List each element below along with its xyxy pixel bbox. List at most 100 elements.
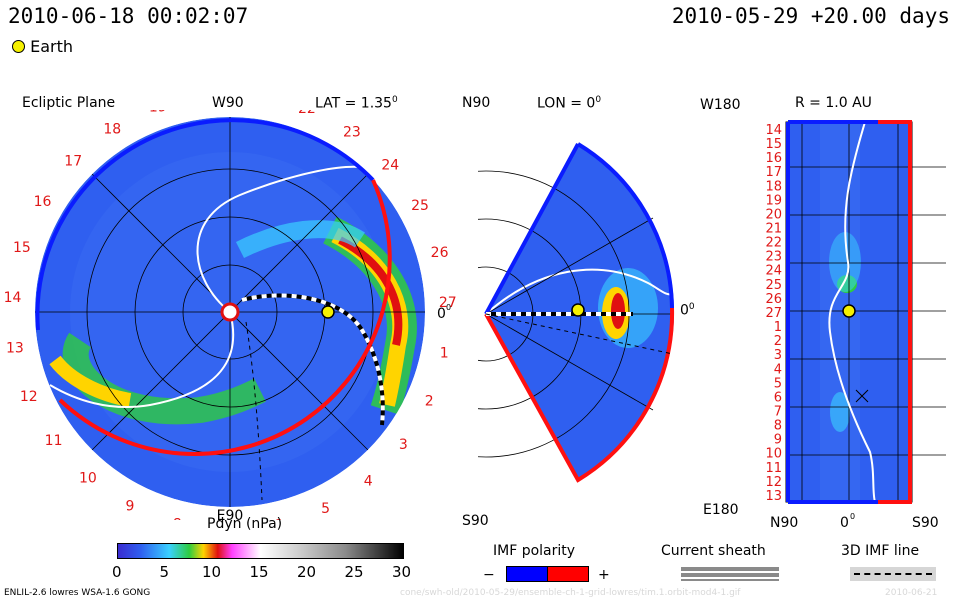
radial-y-label: 10: [765, 447, 782, 462]
ecliptic-rotation-label: 18: [103, 122, 121, 138]
ecliptic-rotation-label: 3: [399, 437, 408, 453]
imf-line-swatch: [850, 567, 936, 581]
ecliptic-plane-plot: E90 0 0 20212223242526271234567891011121…: [4, 110, 457, 520]
radial-x-label-n90: N90: [770, 515, 798, 531]
ecliptic-rotation-label: 10: [79, 470, 97, 486]
radial-y-label: 5: [774, 376, 782, 391]
current-sheath-title: Current sheath: [661, 543, 766, 559]
radial-y-label: 21: [765, 222, 782, 237]
ecliptic-lat-label: LAT = 1.350: [315, 95, 398, 112]
radial-y-label: 3: [774, 348, 782, 363]
radial-earth-marker: [842, 304, 856, 318]
earth-legend-label: Earth: [30, 37, 73, 56]
radial-y-label: 26: [765, 292, 782, 307]
ecliptic-rotation-label: 17: [64, 154, 82, 170]
radial-y-label: 17: [765, 165, 782, 180]
radial-y-label: 1: [774, 320, 782, 335]
radial-y-label: 16: [765, 151, 782, 166]
ecliptic-right-sup: 0: [446, 303, 451, 312]
radial-x-label-s90: S90: [912, 515, 939, 531]
ecliptic-rotation-label: 4: [364, 474, 373, 490]
meridional-plot: [478, 142, 675, 483]
ecliptic-rotation-labels: 2021222324252627123456789101112131415161…: [4, 110, 457, 520]
ecliptic-top-label: W90: [212, 95, 244, 111]
radial-y-label: 11: [765, 461, 782, 476]
earth-legend: Earth: [12, 37, 73, 56]
radial-x-label-0: 0: [840, 515, 849, 531]
ecliptic-rotation-label: 24: [381, 157, 399, 173]
radial-y-label: 2: [774, 334, 782, 349]
ecliptic-rotation-label: 19: [149, 110, 167, 115]
radial-y-label: 7: [774, 405, 782, 420]
meridional-top-label: N90: [462, 95, 491, 111]
ecliptic-rotation-label: 8: [173, 517, 182, 521]
radial-y-label: 14: [765, 123, 782, 138]
radial-y-label: 19: [765, 193, 782, 208]
radial-y-label: 9: [774, 433, 782, 448]
ecliptic-current-sheath: [49, 165, 376, 409]
ecliptic-rotation-label: 22: [298, 110, 316, 117]
imf-polarity-positive-swatch: [547, 566, 589, 582]
ecliptic-rotation-label: 1: [440, 345, 449, 361]
meridional-bottom-label: S90: [462, 513, 489, 529]
colorbar-tick-label: 0: [112, 563, 122, 581]
ecliptic-rotation-label: 26: [431, 245, 449, 261]
model-footer: ENLIL-2.6 lowres WSA-1.6 GONG: [4, 588, 151, 598]
ecliptic-rotation-label: 9: [125, 499, 134, 515]
colorbar-tick-label: 5: [159, 563, 170, 581]
radial-y-label: 18: [765, 179, 782, 194]
radial-y-label: 12: [765, 475, 782, 490]
colorbar-tick-label: 20: [297, 563, 317, 581]
earth-marker-icon: [12, 40, 25, 53]
ecliptic-rotation-label: 14: [4, 290, 22, 306]
ecliptic-rotation-label: 15: [13, 240, 31, 256]
radial-y-label: 13: [765, 489, 782, 504]
pdyn-colorbar: [117, 543, 404, 559]
radial-y-label: 20: [765, 207, 782, 222]
radial-y-labels: 1415161718192021222324252627123456789101…: [765, 123, 782, 504]
radial-y-label: 6: [774, 390, 782, 405]
colorbar-tick-label: 10: [202, 563, 222, 581]
colorbar-tick-label: 30: [392, 563, 412, 581]
radial-y-label: 15: [765, 137, 782, 152]
ecliptic-rotation-label: 11: [45, 433, 63, 449]
ecliptic-rotation-label: 16: [34, 194, 52, 210]
meridional-earth-marker: [571, 303, 585, 317]
ecliptic-bottom-label: E90: [217, 508, 244, 520]
imf-polarity-plus: +: [598, 567, 610, 583]
colorbar-tick-label: 15: [249, 563, 269, 581]
radial-top-left-label: W180: [700, 97, 741, 113]
radial-y-label: 22: [765, 236, 782, 251]
ecliptic-earth-marker: [321, 305, 335, 319]
ecliptic-right-label: 0: [437, 306, 446, 322]
file-footer: cone/swh-old/2010-05-29/ensemble-ch-1-gr…: [400, 588, 741, 598]
run-label: 2010-05-29 +20.00 days: [671, 4, 950, 28]
ecliptic-rotation-label: 25: [411, 198, 429, 214]
ecliptic-boundary-blue: [35, 118, 375, 331]
ecliptic-rotation-label: 12: [20, 389, 38, 405]
ecliptic-rotation-label: 2: [425, 394, 434, 410]
meridional-lon-label: LON = 00: [537, 95, 602, 112]
radial-y-label: 25: [765, 278, 782, 293]
radial-y-label: 27: [765, 306, 782, 321]
current-sheath-swatch: [681, 567, 779, 581]
datetime-label: 2010-06-18 00:02:07: [8, 4, 249, 28]
ecliptic-rotation-label: 6: [273, 518, 282, 520]
ecliptic-rotation-label: 5: [321, 501, 330, 517]
imf-polarity-minus: −: [483, 567, 495, 583]
radial-plot: 1415161718192021222324252627123456789101…: [765, 120, 946, 531]
radial-r-label: R = 1.0 AU: [795, 95, 872, 111]
meridional-right-label: 00: [680, 302, 695, 319]
radial-y-label: 4: [774, 362, 782, 377]
radial-y-label: 23: [765, 250, 782, 265]
ecliptic-boundary-red: [58, 179, 392, 457]
ecliptic-rotation-label: 27: [439, 295, 457, 311]
radial-y-label: 24: [765, 264, 782, 279]
radial-x-label-0-sup: 0: [850, 512, 855, 521]
colorbar-tick-label: 25: [344, 563, 364, 581]
imf-polarity-negative-swatch: [506, 566, 548, 582]
ecliptic-rotation-label: 13: [6, 340, 24, 356]
radial-y-label: 8: [774, 419, 782, 434]
radial-bottom-left-label: E180: [703, 502, 739, 518]
imf-line-title: 3D IMF line: [841, 543, 920, 559]
